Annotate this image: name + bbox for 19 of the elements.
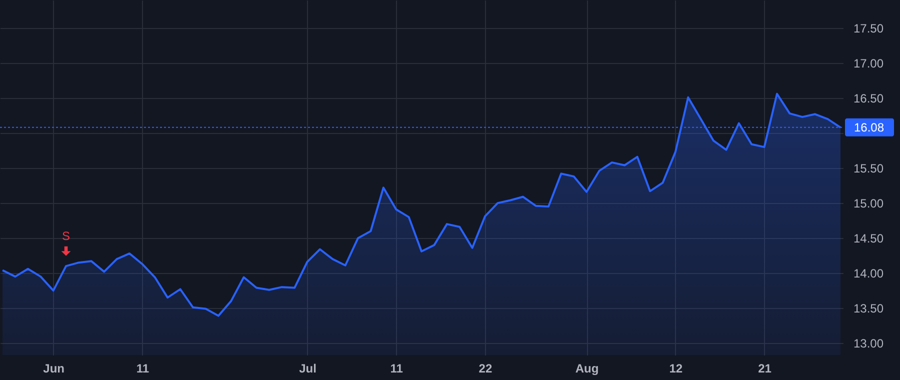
x-tick-label: 12 xyxy=(669,362,683,376)
y-tick-label: 15.00 xyxy=(854,196,884,211)
x-tick-label: 21 xyxy=(758,362,772,376)
y-tick-label: 14.50 xyxy=(854,232,884,246)
y-tick-label: 14.00 xyxy=(854,266,884,281)
y-tick-label: 15.50 xyxy=(854,162,884,176)
x-tick-label: Jun xyxy=(43,362,64,376)
y-tick-label: 16.50 xyxy=(854,92,884,106)
y-tick-label: 13.50 xyxy=(854,302,884,316)
annotation: S xyxy=(62,229,70,244)
x-tick-label: 22 xyxy=(478,362,492,376)
y-tick-label: 17.00 xyxy=(854,56,884,71)
x-tick-label: Aug xyxy=(575,362,599,376)
ref-line-label: 16.08 xyxy=(854,120,884,134)
x-tick-label: 11 xyxy=(390,362,404,376)
y-tick-label: 17.50 xyxy=(854,22,884,36)
x-tick-label: 11 xyxy=(136,362,150,376)
y-tick-label: 13.00 xyxy=(854,336,884,351)
x-tick-label: Jul xyxy=(299,362,316,376)
